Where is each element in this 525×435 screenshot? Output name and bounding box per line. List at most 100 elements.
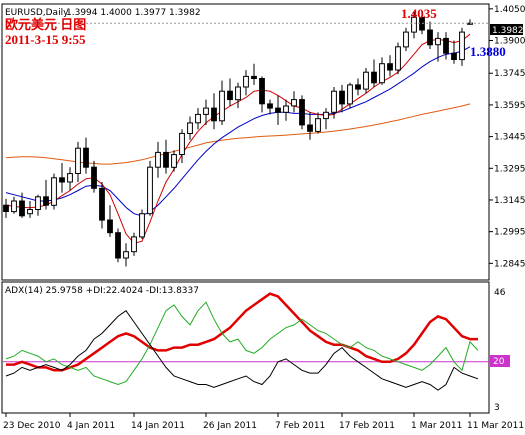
symbol-label: EURUSD,Daily (5, 8, 69, 18)
candle (355, 78, 361, 96)
candle (187, 116, 193, 140)
candle (19, 192, 25, 218)
price-tick-label: 1.3900 (494, 37, 525, 47)
candle-body (339, 90, 345, 105)
candle-body (75, 147, 81, 174)
indicator-panel-frame (1, 281, 490, 414)
low-marker: 1.3880 (470, 44, 506, 59)
candle (363, 67, 369, 94)
candle-body (27, 209, 33, 215)
candle-body (19, 200, 25, 217)
price-tick-label: 1.2845 (494, 259, 525, 269)
candle (115, 228, 121, 263)
candle-body (83, 147, 89, 168)
candle-body (59, 177, 65, 183)
current-price-badge (490, 24, 523, 35)
candle-body (347, 84, 353, 105)
candle (283, 99, 289, 121)
indicator-tick-label: 46 (494, 288, 506, 298)
candle-body (139, 213, 145, 238)
candle (195, 108, 201, 130)
candle-body (195, 113, 201, 124)
candle-body (251, 75, 257, 80)
candle-body (219, 90, 225, 122)
candle-body (155, 151, 161, 168)
candle-body (107, 219, 113, 234)
candle (203, 99, 209, 125)
price-panel-frame (1, 3, 490, 281)
candle-body (147, 166, 153, 215)
candle (27, 201, 33, 218)
candle (307, 112, 313, 140)
candle (459, 27, 465, 66)
candle (259, 76, 265, 113)
candle (251, 63, 257, 85)
candle (291, 91, 297, 113)
candle (323, 108, 329, 130)
candle (11, 196, 17, 214)
ma-mid-line (5, 46, 471, 217)
candle (179, 129, 185, 164)
candle-body (179, 132, 185, 155)
adx-line (6, 292, 478, 372)
candle-body (387, 63, 393, 71)
candle (91, 160, 97, 193)
candle (59, 163, 65, 193)
candle-body (411, 16, 417, 33)
candle-body (451, 52, 457, 61)
candle (99, 182, 105, 229)
indicator-panel[interactable] (3, 292, 489, 391)
candle-body (323, 111, 329, 120)
candle-body (267, 103, 273, 109)
candle (403, 27, 409, 52)
candle (387, 55, 393, 77)
candle (379, 57, 385, 85)
candle (411, 12, 417, 39)
indicator-tick-label: 3 (494, 403, 500, 413)
candle-body (3, 204, 9, 212)
candle (131, 232, 137, 256)
price-panel[interactable] (3, 12, 489, 267)
candle (267, 99, 273, 115)
price-tick-label: 1.3145 (494, 196, 525, 206)
high-marker: 1.4035 (401, 6, 437, 21)
candle-body (259, 78, 265, 105)
price-tick-label: 1.2995 (494, 228, 525, 238)
candle-body (123, 251, 129, 259)
candle-body (459, 31, 465, 61)
candle-body (203, 107, 209, 115)
candle (427, 21, 433, 49)
candle (395, 42, 401, 75)
candle-body (379, 63, 385, 84)
candle-body (355, 84, 361, 90)
candle (163, 139, 169, 174)
axes: 1.4050 1.3900 1.3745 1.3595 1.3445 1.3295 1.31… (3, 5, 525, 431)
candle (275, 95, 281, 125)
candle-body (187, 122, 193, 135)
candle-body (395, 46, 401, 71)
candle (83, 137, 89, 174)
candle (51, 173, 57, 210)
candle (75, 141, 81, 183)
candle (235, 82, 241, 109)
candle (35, 194, 41, 216)
candle-body (275, 107, 281, 113)
candle-body (171, 154, 177, 168)
date-tick-label: 23 Dec 2010 (3, 421, 61, 431)
price-tick-label: 1.3595 (494, 101, 525, 111)
candle (147, 160, 153, 216)
candle-body (43, 196, 49, 206)
candle (347, 82, 353, 109)
date-tick-label: 1 Mar 2011 (411, 421, 462, 431)
candle-body (235, 86, 241, 101)
date-tick-label: 26 Jan 2011 (203, 421, 257, 431)
ohlc-label: 1.3994 1.4000 1.3977 1.3982 (66, 8, 201, 18)
price-tick-label: 1.3445 (494, 133, 525, 143)
adx-label: ADX(14) 25.9758 +DI:22.4024 -DI:13.8337 (5, 286, 199, 296)
date-tick-label: 7 Feb 2011 (275, 421, 325, 431)
current-price-text: 1.3982 (492, 26, 524, 36)
candle-body (307, 124, 313, 132)
candle (219, 80, 225, 125)
candle (3, 198, 9, 218)
